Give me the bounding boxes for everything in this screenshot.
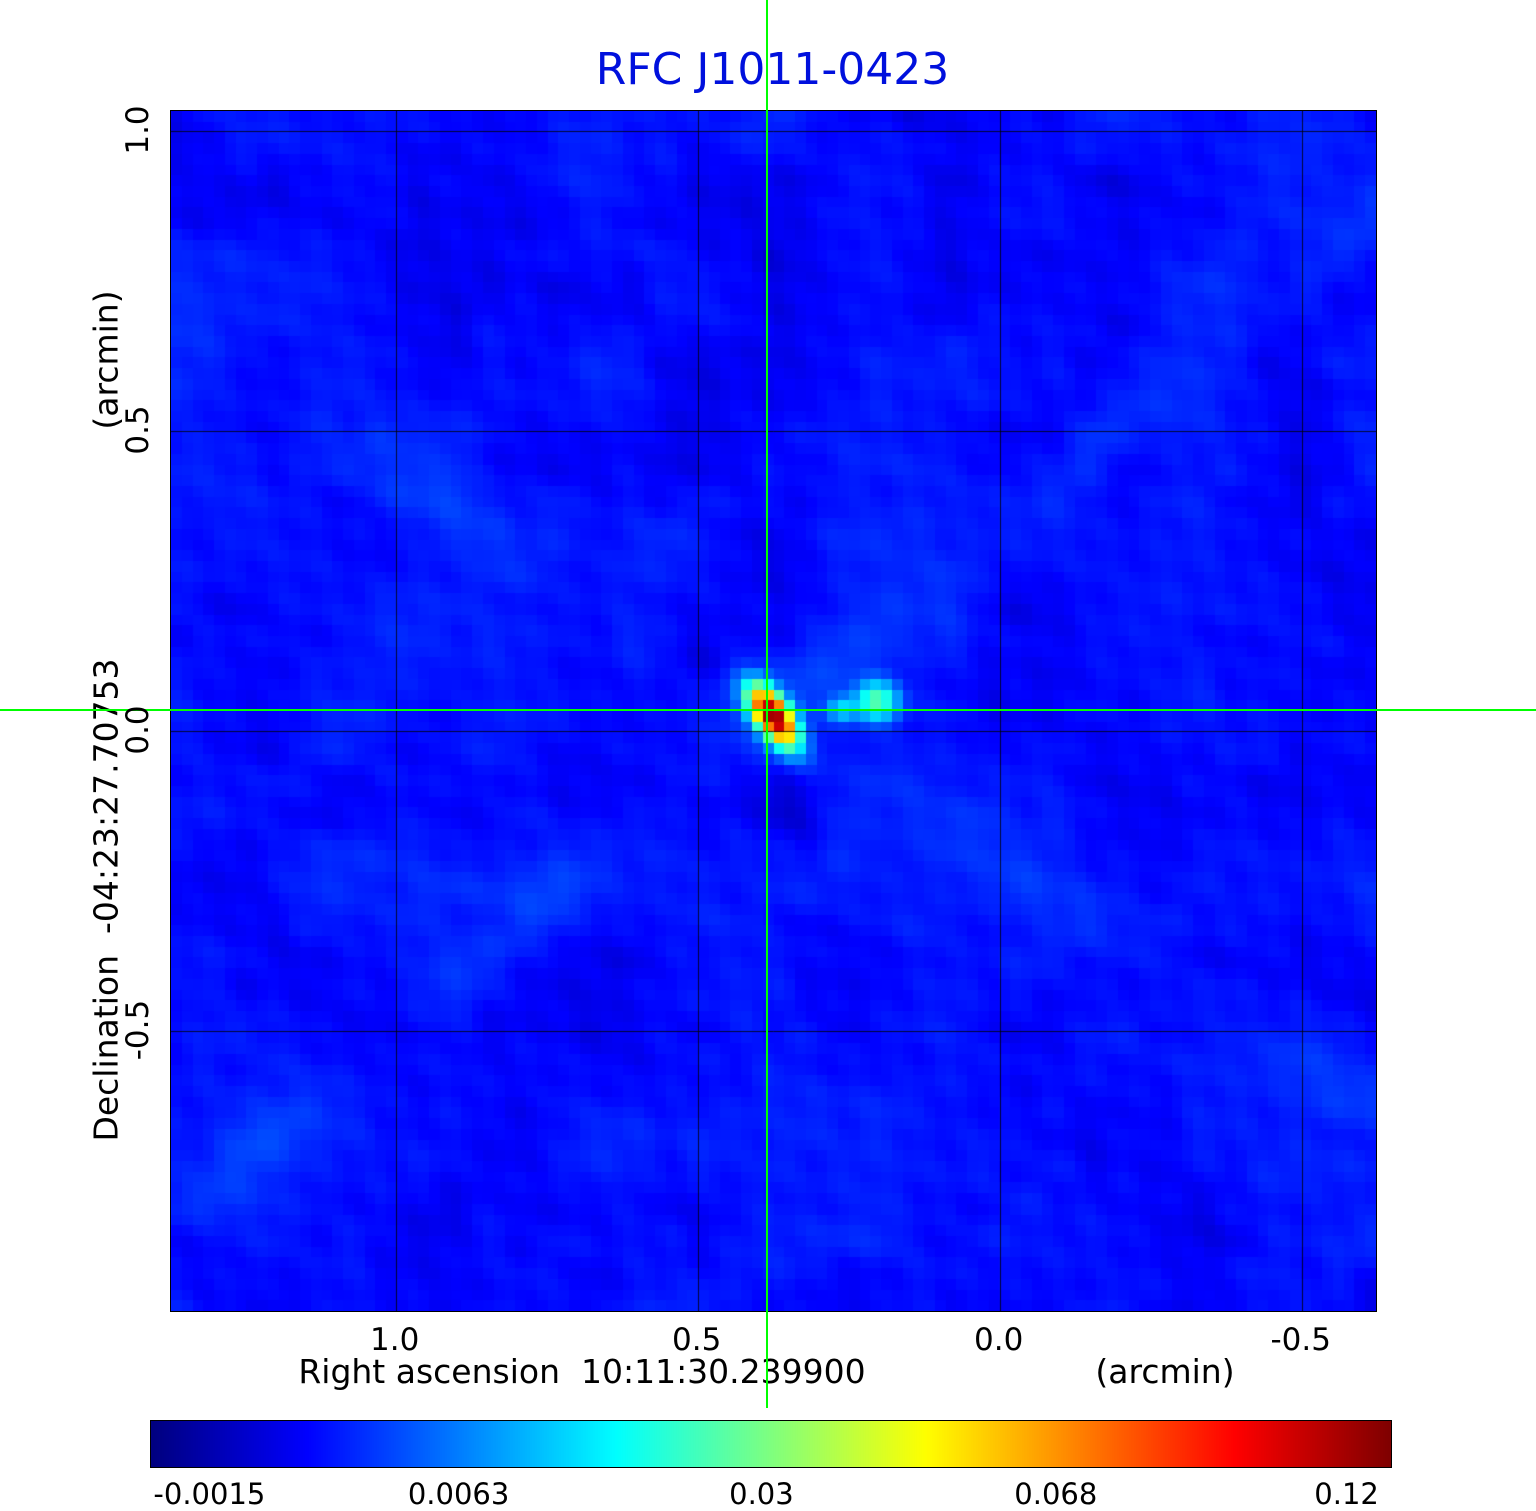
- x-tick-label: 0.5: [672, 1322, 722, 1358]
- crosshair-horizontal: [0, 709, 1536, 711]
- colorbar-tick-label: -0.0015: [153, 1477, 266, 1511]
- y-tick-label: 0.5: [120, 405, 156, 455]
- x-tick-label: 1.0: [370, 1322, 420, 1358]
- crosshair-vertical: [765, 0, 768, 1408]
- colorbar-tick-label: 0.03: [729, 1477, 794, 1511]
- x-tick-label: 0.0: [974, 1322, 1024, 1358]
- colorbar-tick-label: 0.12: [1314, 1477, 1379, 1511]
- plot-frame: [170, 110, 1377, 1312]
- colorbar-tick-label: 0.068: [1014, 1477, 1098, 1511]
- heatmap-canvas: [171, 111, 1376, 1311]
- x-tick-label: -0.5: [1270, 1322, 1331, 1358]
- colorbar-tick-label: 0.0063: [407, 1477, 510, 1511]
- colorbar-canvas: [151, 1421, 1391, 1467]
- colorbar: [150, 1420, 1392, 1468]
- x-axis-unit-label: (arcmin): [1095, 1352, 1235, 1391]
- chart-title: RFC J1011-0423: [595, 44, 950, 95]
- y-tick-label: 0.0: [120, 705, 156, 755]
- y-tick-label: 1.0: [120, 105, 156, 155]
- x-axis-label: Right ascension 10:11:30.239900: [298, 1352, 866, 1391]
- y-tick-label: -0.5: [120, 999, 156, 1061]
